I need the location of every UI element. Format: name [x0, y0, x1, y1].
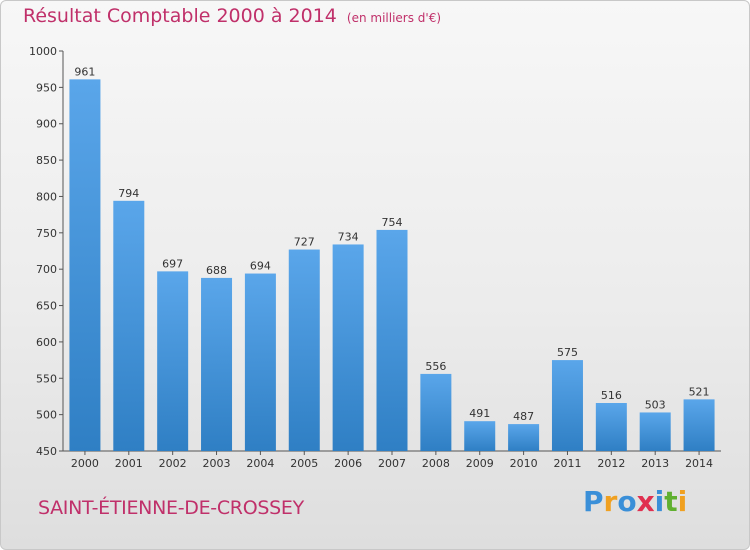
bar-2001: [113, 200, 145, 451]
title-row: Résultat Comptable 2000 à 2014 (en millie…: [23, 5, 441, 27]
bar-2014: [683, 399, 715, 451]
logo-letter: P: [583, 485, 604, 518]
x-tick-label: 2008: [422, 457, 450, 470]
bar-2011: [551, 360, 583, 451]
bar-2008: [420, 373, 452, 451]
logo-letter: x: [636, 485, 655, 518]
x-tick-label: 2002: [159, 457, 187, 470]
x-tick-label: 2011: [553, 457, 581, 470]
x-tick-label: 2012: [597, 457, 625, 470]
value-label: 487: [513, 410, 534, 423]
value-label: 516: [601, 389, 622, 402]
bar-2007: [376, 229, 408, 451]
chart-title: Résultat Comptable 2000 à 2014: [23, 5, 337, 27]
value-label: 727: [294, 236, 315, 249]
x-tick-label: 2009: [466, 457, 494, 470]
value-label: 575: [557, 346, 578, 359]
chart-subtitle: (en milliers d'€): [346, 11, 442, 25]
value-label: 491: [469, 407, 490, 420]
bar-2006: [332, 244, 364, 451]
value-label: 961: [74, 65, 95, 78]
bar-2000: [69, 79, 101, 451]
bar-2013: [639, 412, 671, 451]
y-tick-label: 700: [36, 263, 57, 276]
commune-name: SAINT-ÉTIENNE-DE-CROSSEY: [38, 497, 304, 519]
x-tick-label: 2001: [115, 457, 143, 470]
value-labels: 961 794 697 688 694 727 734 754 556 491 487 575 516 5…: [74, 65, 709, 423]
x-tick-label: 2000: [71, 457, 99, 470]
y-tick-label: 450: [36, 445, 57, 458]
x-axis: 2000 2001 2002 2003 2004 2005 2006 2007 2008 2009…: [63, 450, 721, 470]
bars: [69, 79, 715, 451]
y-tick-label: 750: [36, 227, 57, 240]
bar-2004: [244, 273, 276, 451]
value-label: 688: [206, 264, 227, 277]
x-tick-label: 2007: [378, 457, 406, 470]
y-tick-label: 800: [36, 190, 57, 203]
x-tick-label: 2004: [246, 457, 274, 470]
value-label: 697: [162, 257, 183, 270]
y-tick-label: 900: [36, 118, 57, 131]
x-tick-label: 2005: [290, 457, 318, 470]
value-label: 794: [118, 187, 139, 200]
y-tick-label: 550: [36, 372, 57, 385]
value-label: 734: [338, 230, 359, 243]
x-tick-label: 2010: [510, 457, 538, 470]
bar-2012: [595, 403, 627, 451]
x-tick-label: 2006: [334, 457, 362, 470]
y-tick-label: 950: [36, 81, 57, 94]
value-label: 754: [382, 216, 403, 229]
x-tick-label: 2014: [685, 457, 713, 470]
y-tick-label: 850: [36, 154, 57, 167]
bar-2005: [288, 249, 320, 451]
bar-2003: [201, 277, 233, 451]
y-axis: 450 500 550 600 650 700 750 800 850 900 950 1000: [29, 45, 64, 458]
value-label: 503: [645, 398, 666, 411]
y-tick-label: 600: [36, 336, 57, 349]
y-tick-label: 500: [36, 409, 57, 422]
logo-letter: t: [664, 485, 678, 518]
y-tick-label: 1000: [29, 45, 57, 58]
bar-2010: [508, 424, 540, 451]
value-label: 694: [250, 260, 271, 273]
logo-letter: i: [677, 485, 688, 518]
logo-letter: r: [603, 485, 618, 518]
x-tick-label: 2013: [641, 457, 669, 470]
logo-letter: o: [617, 485, 637, 518]
logo-letter: i: [654, 485, 665, 518]
y-tick-label: 650: [36, 300, 57, 313]
bar-2002: [157, 271, 189, 451]
proxiti-logo[interactable]: Proxiti: [583, 485, 687, 518]
value-label: 521: [689, 385, 710, 398]
value-label: 556: [425, 360, 446, 373]
bar-2009: [464, 421, 496, 451]
x-tick-label: 2003: [203, 457, 231, 470]
